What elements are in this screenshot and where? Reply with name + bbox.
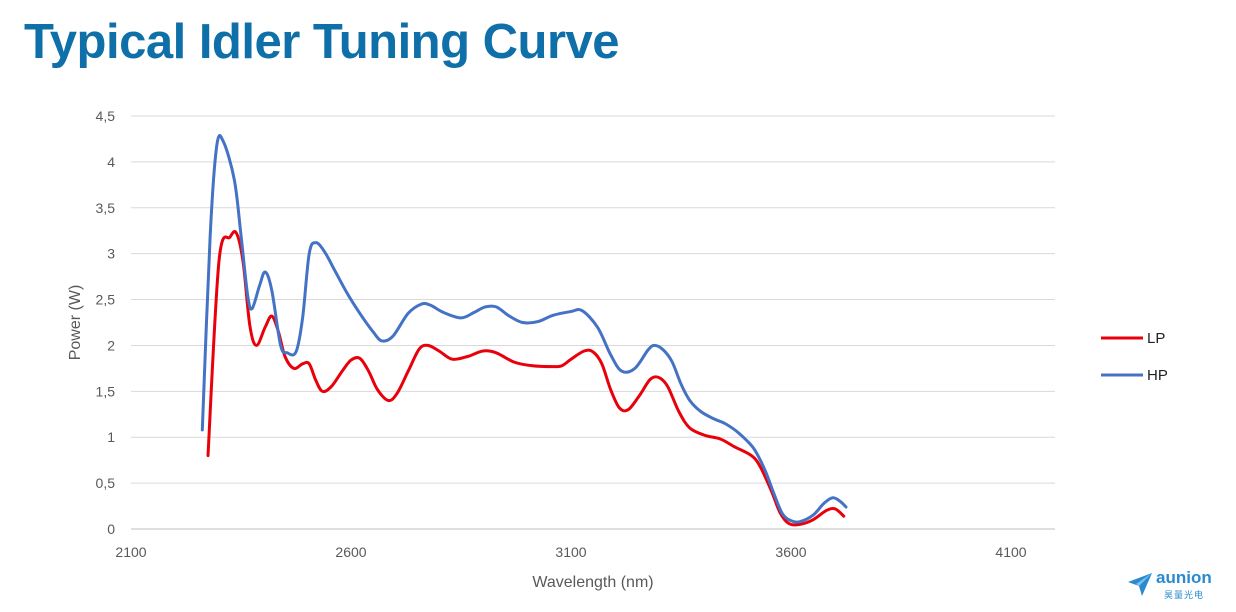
series-line-hp bbox=[200, 134, 848, 524]
paper-plane-icon bbox=[1128, 573, 1152, 596]
y-tick-label: 4 bbox=[107, 154, 115, 170]
y-tick-label: 0 bbox=[107, 521, 115, 537]
x-tick-label: 2600 bbox=[335, 544, 366, 560]
logo-subtitle: 昊量光电 bbox=[1164, 591, 1205, 601]
logo-wordmark: aunion bbox=[1156, 568, 1212, 587]
series-lines bbox=[200, 134, 848, 527]
y-tick-label: 1 bbox=[107, 429, 115, 445]
y-tick-label: 3,5 bbox=[96, 200, 116, 216]
y-tick-labels: 0 0,5 1 1,5 2 2,5 3 3,5 4 4,5 bbox=[96, 108, 116, 537]
x-tick-labels: 2100 2600 3100 3600 4100 bbox=[115, 544, 1026, 560]
y-tick-label: 0,5 bbox=[96, 475, 116, 491]
y-axis-label: Power (W) bbox=[67, 285, 84, 361]
legend: LP HP bbox=[1101, 330, 1168, 384]
gridlines bbox=[131, 115, 1055, 484]
legend-label-lp: LP bbox=[1147, 330, 1165, 347]
x-tick-label: 4100 bbox=[995, 544, 1026, 560]
legend-label-hp: HP bbox=[1147, 367, 1168, 384]
x-tick-label: 2100 bbox=[115, 544, 146, 560]
page-title: Typical Idler Tuning Curve bbox=[24, 15, 620, 69]
x-tick-label: 3100 bbox=[555, 544, 586, 560]
company-logo: aunion 昊量光电 bbox=[1126, 568, 1224, 604]
y-tick-label: 2,5 bbox=[96, 292, 116, 308]
x-axis-label: Wavelength (nm) bbox=[532, 574, 653, 591]
y-tick-label: 3 bbox=[107, 246, 115, 262]
y-tick-label: 1,5 bbox=[96, 383, 116, 399]
y-tick-label: 4,5 bbox=[96, 108, 116, 124]
x-tick-label: 3600 bbox=[775, 544, 806, 560]
y-tick-label: 2 bbox=[107, 337, 115, 353]
series-line-lp bbox=[206, 230, 846, 527]
